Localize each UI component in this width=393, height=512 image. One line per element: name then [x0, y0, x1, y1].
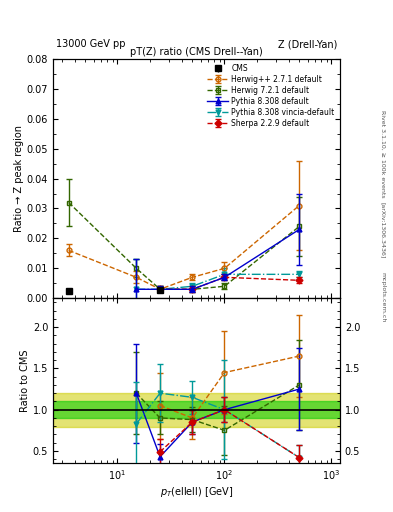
Text: mcplots.cern.ch: mcplots.cern.ch — [381, 272, 386, 322]
Text: [arXiv:1306.3436]: [arXiv:1306.3436] — [381, 202, 386, 259]
Bar — [53, 393, 340, 426]
Text: Rivet 3.1.10, ≥ 100k events: Rivet 3.1.10, ≥ 100k events — [381, 110, 386, 198]
X-axis label: $\mathit{p}_T$(ellell) [GeV]: $\mathit{p}_T$(ellell) [GeV] — [160, 485, 233, 499]
Legend: CMS, Herwig++ 2.7.1 default, Herwig 7.2.1 default, Pythia 8.308 default, Pythia : CMS, Herwig++ 2.7.1 default, Herwig 7.2.… — [206, 62, 336, 130]
Y-axis label: Ratio to CMS: Ratio to CMS — [20, 350, 30, 412]
Bar — [53, 401, 340, 418]
Y-axis label: Ratio → Z peak region: Ratio → Z peak region — [14, 125, 24, 232]
Text: Z (Drell-Yan): Z (Drell-Yan) — [278, 39, 337, 49]
Text: 13000 GeV pp: 13000 GeV pp — [56, 39, 125, 49]
Title: pT(Z) ratio (CMS Drell--Yan): pT(Z) ratio (CMS Drell--Yan) — [130, 47, 263, 57]
